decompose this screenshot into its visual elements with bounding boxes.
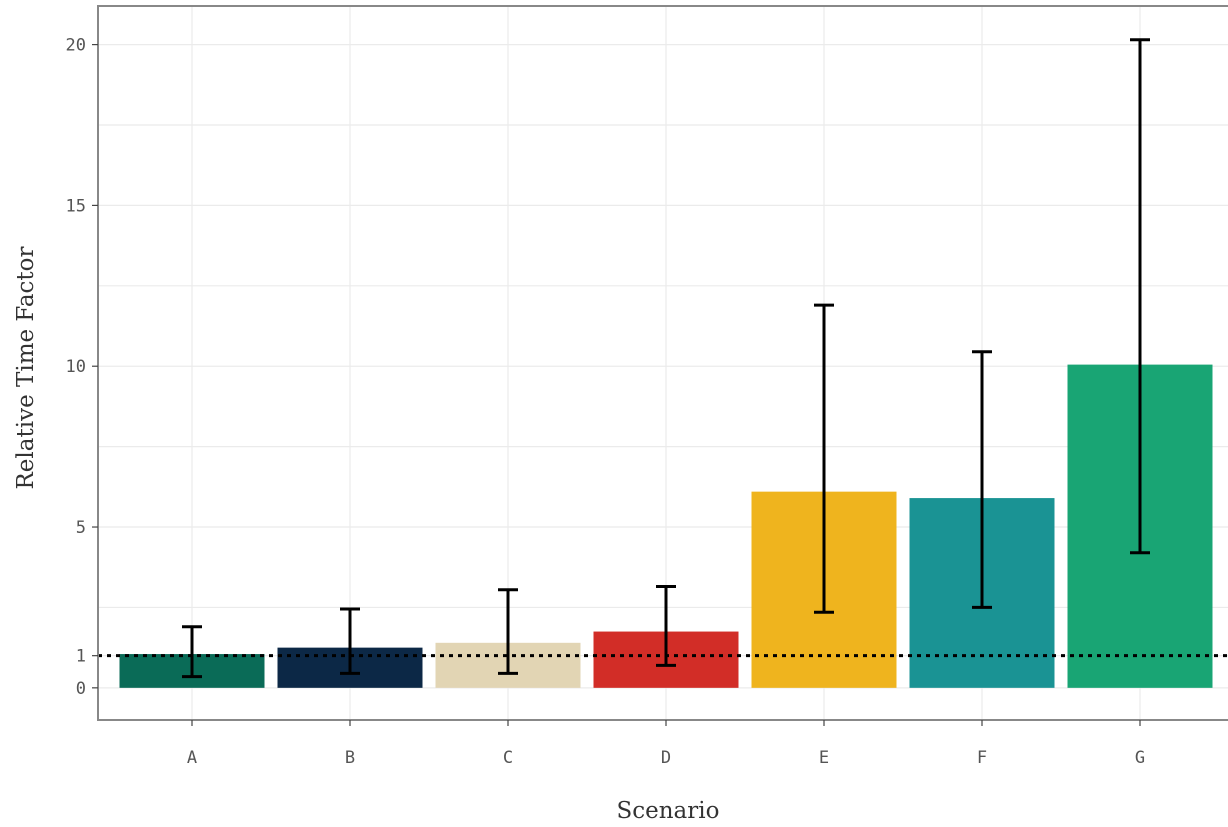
x-tick-label: B	[345, 748, 355, 768]
x-tick-label: A	[187, 748, 197, 768]
error-bars	[182, 38, 1150, 679]
x-tick-labels: A B C D E F G	[187, 748, 1145, 768]
error-bar-D	[656, 585, 676, 667]
x-axis-title: Scenario	[617, 798, 720, 824]
axis-ticks	[92, 43, 1141, 726]
y-tick-label: 0	[76, 679, 86, 699]
error-bar-A	[182, 625, 202, 679]
x-tick-label: E	[819, 748, 829, 768]
error-bar-F	[972, 350, 992, 609]
y-tick-label: 15	[66, 196, 86, 216]
x-tick-label: D	[661, 748, 671, 768]
y-tick-label: 10	[66, 357, 86, 377]
x-tick-label: C	[503, 748, 513, 768]
error-bar-C	[498, 588, 518, 675]
x-tick-label: F	[977, 748, 987, 768]
y-axis-title: Relative Time Factor	[13, 246, 39, 489]
panel-border	[97, 5, 1228, 721]
y-tick-label: 5	[76, 518, 86, 538]
y-tick-label: 20	[66, 36, 86, 56]
x-tick-label: G	[1135, 748, 1145, 768]
y-tick-label: 1	[76, 647, 86, 667]
gridlines	[98, 6, 1228, 720]
error-bar-B	[340, 607, 360, 675]
error-bar-E	[814, 303, 834, 614]
error-bar-G	[1130, 38, 1150, 555]
